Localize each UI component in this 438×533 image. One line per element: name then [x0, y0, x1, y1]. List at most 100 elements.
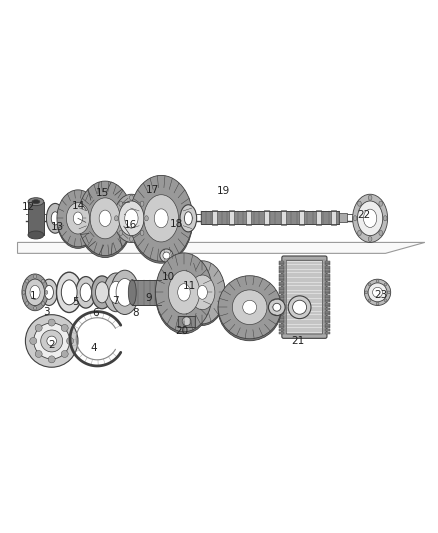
FancyBboxPatch shape: [286, 260, 322, 334]
Bar: [325, 284, 329, 286]
Ellipse shape: [379, 201, 383, 206]
Bar: [279, 324, 283, 326]
Text: 6: 6: [92, 309, 99, 318]
Bar: [325, 313, 329, 316]
Bar: [331, 210, 336, 225]
Ellipse shape: [154, 209, 168, 228]
Ellipse shape: [34, 306, 36, 310]
Ellipse shape: [353, 194, 388, 243]
Ellipse shape: [383, 216, 387, 221]
Ellipse shape: [368, 195, 372, 200]
Bar: [178, 316, 195, 327]
Ellipse shape: [155, 255, 212, 334]
Bar: [201, 211, 339, 224]
Ellipse shape: [28, 198, 44, 206]
Ellipse shape: [92, 276, 113, 309]
Bar: [279, 297, 283, 300]
Bar: [325, 326, 329, 328]
Bar: [325, 297, 329, 300]
Polygon shape: [18, 243, 425, 253]
Bar: [279, 308, 283, 310]
Ellipse shape: [114, 216, 118, 221]
Text: 15: 15: [96, 188, 110, 198]
Bar: [325, 321, 329, 323]
Ellipse shape: [357, 201, 383, 236]
Bar: [325, 292, 329, 294]
Bar: [325, 300, 329, 302]
Ellipse shape: [293, 300, 307, 314]
Text: 12: 12: [22, 203, 35, 212]
Bar: [279, 274, 283, 276]
Ellipse shape: [26, 302, 28, 305]
FancyBboxPatch shape: [282, 256, 327, 338]
Ellipse shape: [218, 278, 281, 341]
Ellipse shape: [46, 204, 64, 233]
Ellipse shape: [168, 271, 200, 314]
Ellipse shape: [130, 177, 193, 263]
Bar: [279, 300, 283, 302]
Bar: [325, 276, 329, 279]
Ellipse shape: [144, 195, 179, 242]
Bar: [325, 295, 329, 297]
Text: 10: 10: [162, 272, 175, 282]
Bar: [279, 287, 283, 289]
Ellipse shape: [178, 312, 195, 330]
Ellipse shape: [190, 275, 215, 310]
Ellipse shape: [182, 317, 191, 326]
Text: 17: 17: [146, 185, 159, 195]
Bar: [279, 329, 283, 331]
Bar: [325, 261, 329, 263]
Bar: [279, 281, 283, 284]
Ellipse shape: [368, 283, 387, 302]
Bar: [325, 305, 329, 308]
Ellipse shape: [42, 279, 44, 283]
Ellipse shape: [45, 285, 53, 300]
Ellipse shape: [119, 230, 123, 236]
Bar: [325, 318, 329, 321]
Bar: [212, 210, 217, 225]
Bar: [325, 271, 329, 273]
Ellipse shape: [125, 209, 138, 228]
Bar: [279, 311, 283, 313]
Bar: [299, 210, 304, 225]
Bar: [246, 210, 251, 225]
Ellipse shape: [25, 279, 45, 305]
Ellipse shape: [243, 300, 257, 314]
Bar: [325, 263, 329, 265]
Circle shape: [35, 325, 42, 332]
Ellipse shape: [73, 212, 83, 224]
Bar: [325, 303, 329, 305]
Ellipse shape: [145, 216, 148, 221]
Circle shape: [61, 351, 68, 358]
Bar: [264, 210, 269, 225]
Ellipse shape: [373, 287, 382, 297]
Bar: [325, 289, 329, 292]
Bar: [325, 274, 329, 276]
Ellipse shape: [198, 285, 207, 300]
Bar: [325, 269, 329, 271]
Bar: [279, 266, 283, 268]
Ellipse shape: [90, 198, 120, 239]
Ellipse shape: [368, 299, 371, 302]
Ellipse shape: [51, 212, 59, 225]
Ellipse shape: [384, 283, 387, 286]
Text: 3: 3: [43, 308, 50, 318]
Ellipse shape: [368, 283, 371, 286]
Ellipse shape: [155, 253, 212, 332]
Text: 22: 22: [357, 210, 370, 220]
Text: 18: 18: [170, 219, 183, 229]
Ellipse shape: [357, 201, 361, 206]
Bar: [325, 324, 329, 326]
Ellipse shape: [114, 194, 149, 243]
Ellipse shape: [384, 299, 387, 302]
Bar: [279, 295, 283, 297]
Ellipse shape: [57, 272, 82, 312]
Ellipse shape: [78, 183, 132, 257]
Ellipse shape: [160, 249, 173, 262]
Bar: [279, 269, 283, 271]
Ellipse shape: [364, 279, 391, 305]
Ellipse shape: [57, 190, 99, 247]
Ellipse shape: [119, 201, 123, 206]
Ellipse shape: [95, 282, 109, 303]
Ellipse shape: [184, 212, 192, 225]
